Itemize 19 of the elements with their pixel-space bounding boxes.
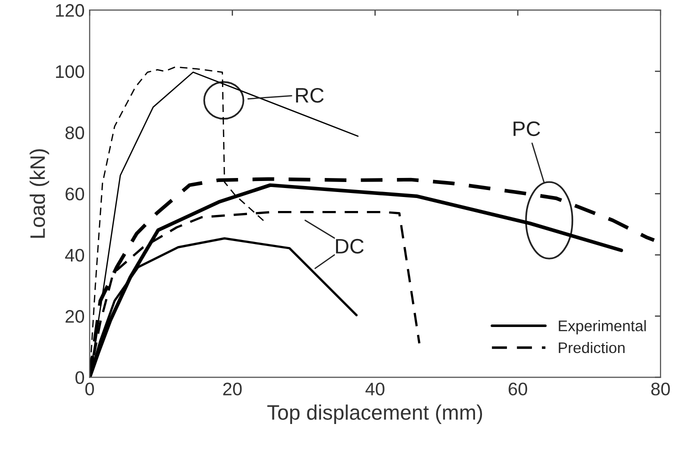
x-tick-label: 0 <box>85 382 94 396</box>
x-tick-label: 20 <box>223 382 242 396</box>
legend-label: Experimental <box>558 320 646 334</box>
y-tick-label: 40 <box>65 248 84 262</box>
legend-label: Prediction <box>558 342 625 354</box>
x-tick-label: 40 <box>365 382 384 396</box>
x-tick-label: 80 <box>651 382 670 396</box>
y-tick-label: 80 <box>65 126 84 140</box>
x-axis-title: Top displacement (mm) <box>267 404 482 424</box>
y-axis-title: Load (kN) <box>30 149 50 238</box>
annotation: PC <box>514 121 540 136</box>
x-tick-label: 60 <box>508 382 528 396</box>
annotation: RC <box>296 88 324 103</box>
y-tick-label: 20 <box>66 310 84 323</box>
y-tick-label: 60 <box>66 188 84 200</box>
y-tick-label: 100 <box>56 65 84 78</box>
y-tick-label: 0 <box>75 371 84 384</box>
annotation: DC <box>336 238 364 254</box>
y-tick-label: 120 <box>56 4 84 17</box>
